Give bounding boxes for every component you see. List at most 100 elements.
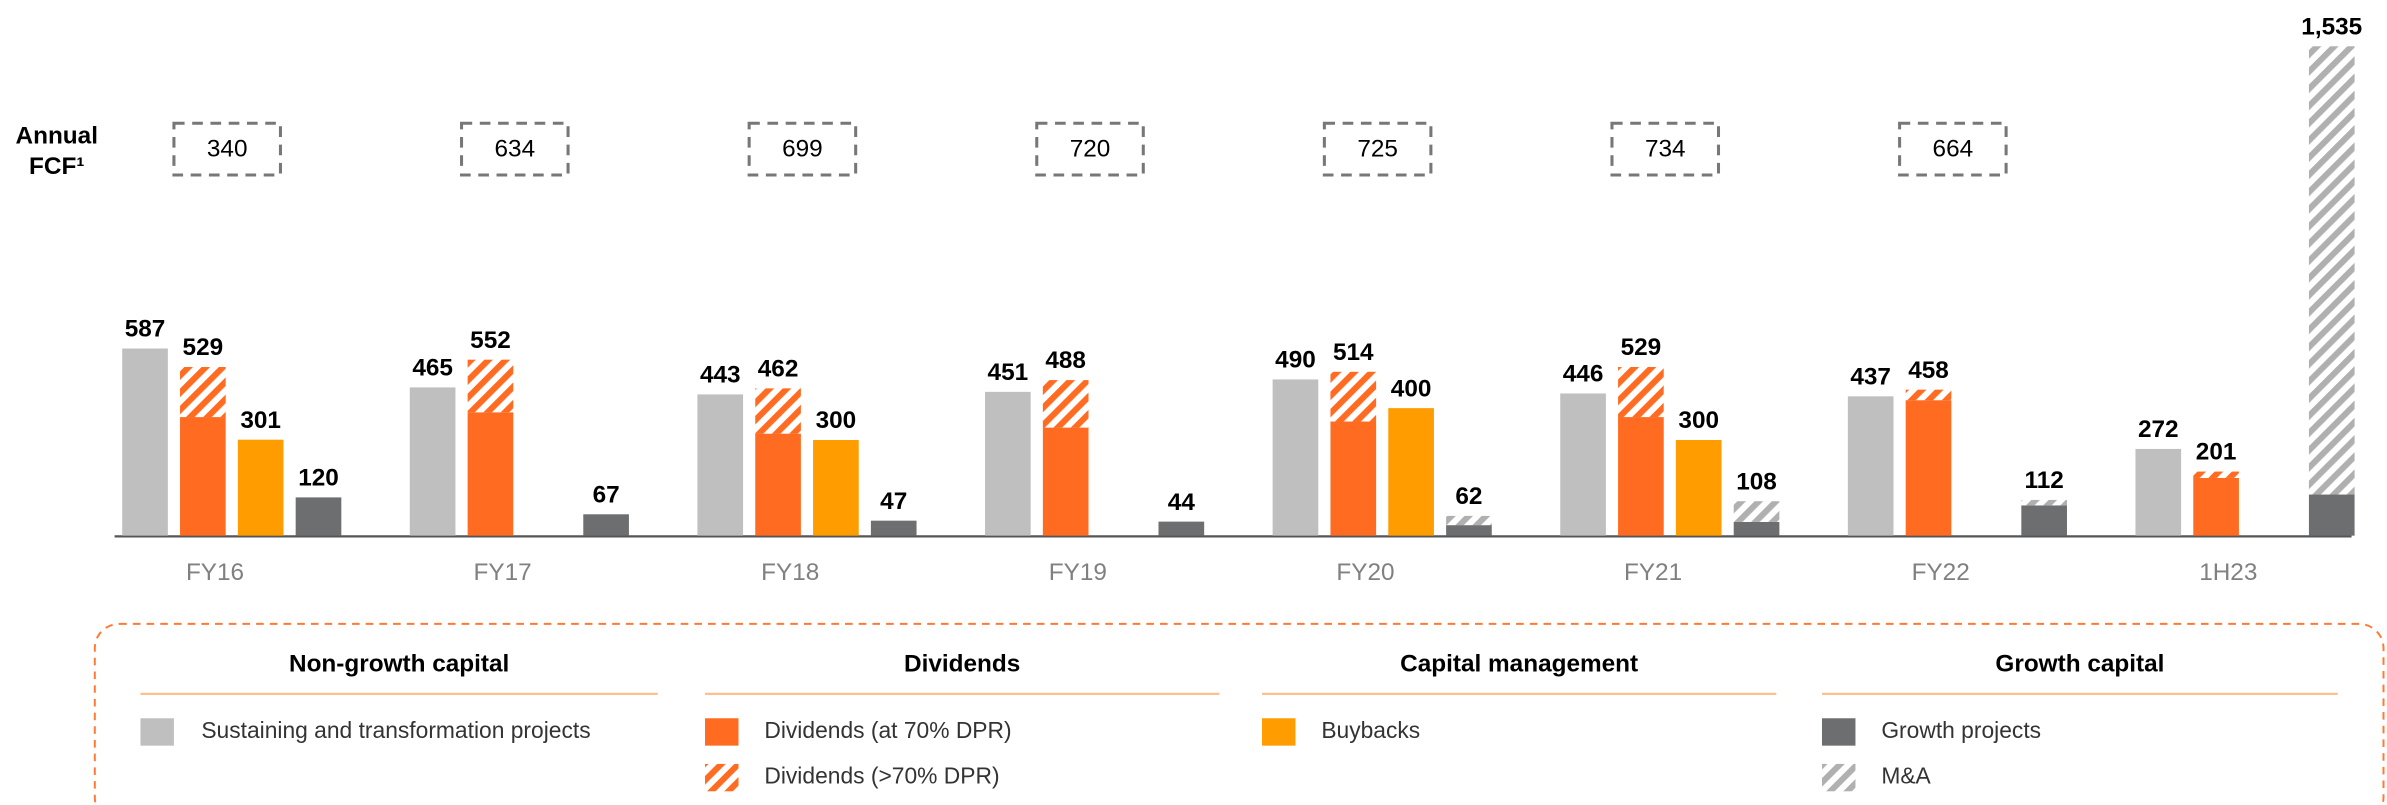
bar xyxy=(467,359,514,413)
bar xyxy=(1272,379,1319,536)
value-label: 120 xyxy=(298,465,339,492)
value-label: 490 xyxy=(1275,347,1316,374)
bar xyxy=(755,388,801,434)
bar xyxy=(1733,521,1780,536)
fcf-box xyxy=(172,121,282,177)
fcf-value: 699 xyxy=(782,135,823,162)
legend-swatch xyxy=(705,763,739,792)
x-tick-label: 1H23 xyxy=(2199,559,2257,586)
value-label: 108 xyxy=(1736,468,1777,495)
bar xyxy=(813,440,859,536)
bar xyxy=(1905,389,1952,401)
value-label: 44 xyxy=(1168,489,1196,516)
value-label: 462 xyxy=(758,356,799,383)
legend-swatch xyxy=(1821,763,1856,792)
value-label: 300 xyxy=(1678,407,1719,434)
bar xyxy=(2193,477,2239,536)
bar xyxy=(1158,521,1205,536)
legend-group-title: Growth capital xyxy=(1995,650,2164,677)
bar xyxy=(1388,408,1434,536)
fcf-box xyxy=(1610,121,1721,177)
value-label: 62 xyxy=(1455,483,1482,510)
fcf-value: 720 xyxy=(1070,135,1111,162)
legend-swatch xyxy=(1261,718,1296,746)
fcf-value: 725 xyxy=(1357,135,1398,162)
bar xyxy=(2308,494,2355,536)
bar xyxy=(2021,499,2067,506)
bar xyxy=(409,387,456,536)
bar xyxy=(2308,46,2355,495)
x-tick-label: FY18 xyxy=(761,559,819,586)
fcf-box xyxy=(1898,121,2008,177)
value-label: 272 xyxy=(2138,416,2179,443)
bar xyxy=(1446,515,1492,526)
bar xyxy=(1905,400,1952,536)
x-tick-label: FY22 xyxy=(1912,559,1970,586)
value-label: 446 xyxy=(1563,361,1604,388)
value-label: 67 xyxy=(593,481,620,508)
value-label: 300 xyxy=(816,407,857,434)
value-label: 529 xyxy=(1621,334,1662,361)
bar xyxy=(1330,421,1377,536)
value-label: 301 xyxy=(240,407,281,434)
bar xyxy=(1733,501,1780,522)
value-label: 552 xyxy=(470,327,511,354)
bar xyxy=(985,391,1031,536)
fcf-label: Annual xyxy=(16,122,98,149)
fcf-value: 664 xyxy=(1933,135,1974,162)
bar xyxy=(467,412,514,536)
fcf-value: 340 xyxy=(207,135,248,162)
bar xyxy=(1042,427,1089,536)
bar xyxy=(697,394,744,536)
bar xyxy=(1330,371,1377,422)
legend-group-title: Dividends xyxy=(904,650,1020,677)
bar xyxy=(2193,471,2239,478)
value-label: 587 xyxy=(125,316,166,343)
value-label: 458 xyxy=(1908,357,1949,384)
fcf-value: 634 xyxy=(495,135,536,162)
bar xyxy=(237,439,284,536)
legend-label: Dividends (>70% DPR) xyxy=(764,763,999,789)
bar xyxy=(2021,505,2067,536)
value-label: 529 xyxy=(183,334,224,361)
value-label: 451 xyxy=(988,359,1029,386)
bar xyxy=(1675,440,1722,536)
legend-label: Dividends (at 70% DPR) xyxy=(764,717,1011,743)
bar xyxy=(870,520,917,536)
legend-group-title: Non-growth capital xyxy=(289,650,509,677)
value-label: 488 xyxy=(1045,347,1086,374)
legend-swatch xyxy=(140,718,174,746)
value-label: 400 xyxy=(1391,375,1432,402)
bar xyxy=(180,417,226,536)
value-label: 1,535 xyxy=(2301,13,2362,40)
bar xyxy=(1618,367,1664,418)
legend-group-title: Capital management xyxy=(1400,650,1638,677)
value-label: 112 xyxy=(2025,467,2064,494)
bar xyxy=(583,514,629,536)
x-tick-label: FY17 xyxy=(474,559,532,586)
legend-label: Sustaining and transformation projects xyxy=(201,717,590,743)
legend-swatch xyxy=(705,718,739,746)
value-label: 47 xyxy=(880,488,907,515)
bar xyxy=(755,433,801,536)
value-label: 437 xyxy=(1850,363,1891,390)
legend-label: Buybacks xyxy=(1321,717,1420,743)
bar xyxy=(1042,380,1089,428)
legend-label: Growth projects xyxy=(1881,717,2041,743)
bar xyxy=(1560,393,1606,536)
bar xyxy=(2135,448,2182,536)
fcf-box xyxy=(747,121,858,177)
fcf-label: FCF¹ xyxy=(29,153,84,180)
legend-swatch xyxy=(1821,718,1856,746)
x-tick-label: FY21 xyxy=(1624,559,1682,586)
bar xyxy=(1847,396,1894,536)
fcf-box xyxy=(1322,121,1433,177)
value-label: 514 xyxy=(1333,339,1374,366)
bar xyxy=(180,367,226,418)
value-label: 465 xyxy=(412,355,453,382)
bar xyxy=(1618,417,1664,536)
x-tick-label: FY19 xyxy=(1049,559,1107,586)
bar xyxy=(122,348,168,536)
value-label: 201 xyxy=(2196,439,2237,466)
